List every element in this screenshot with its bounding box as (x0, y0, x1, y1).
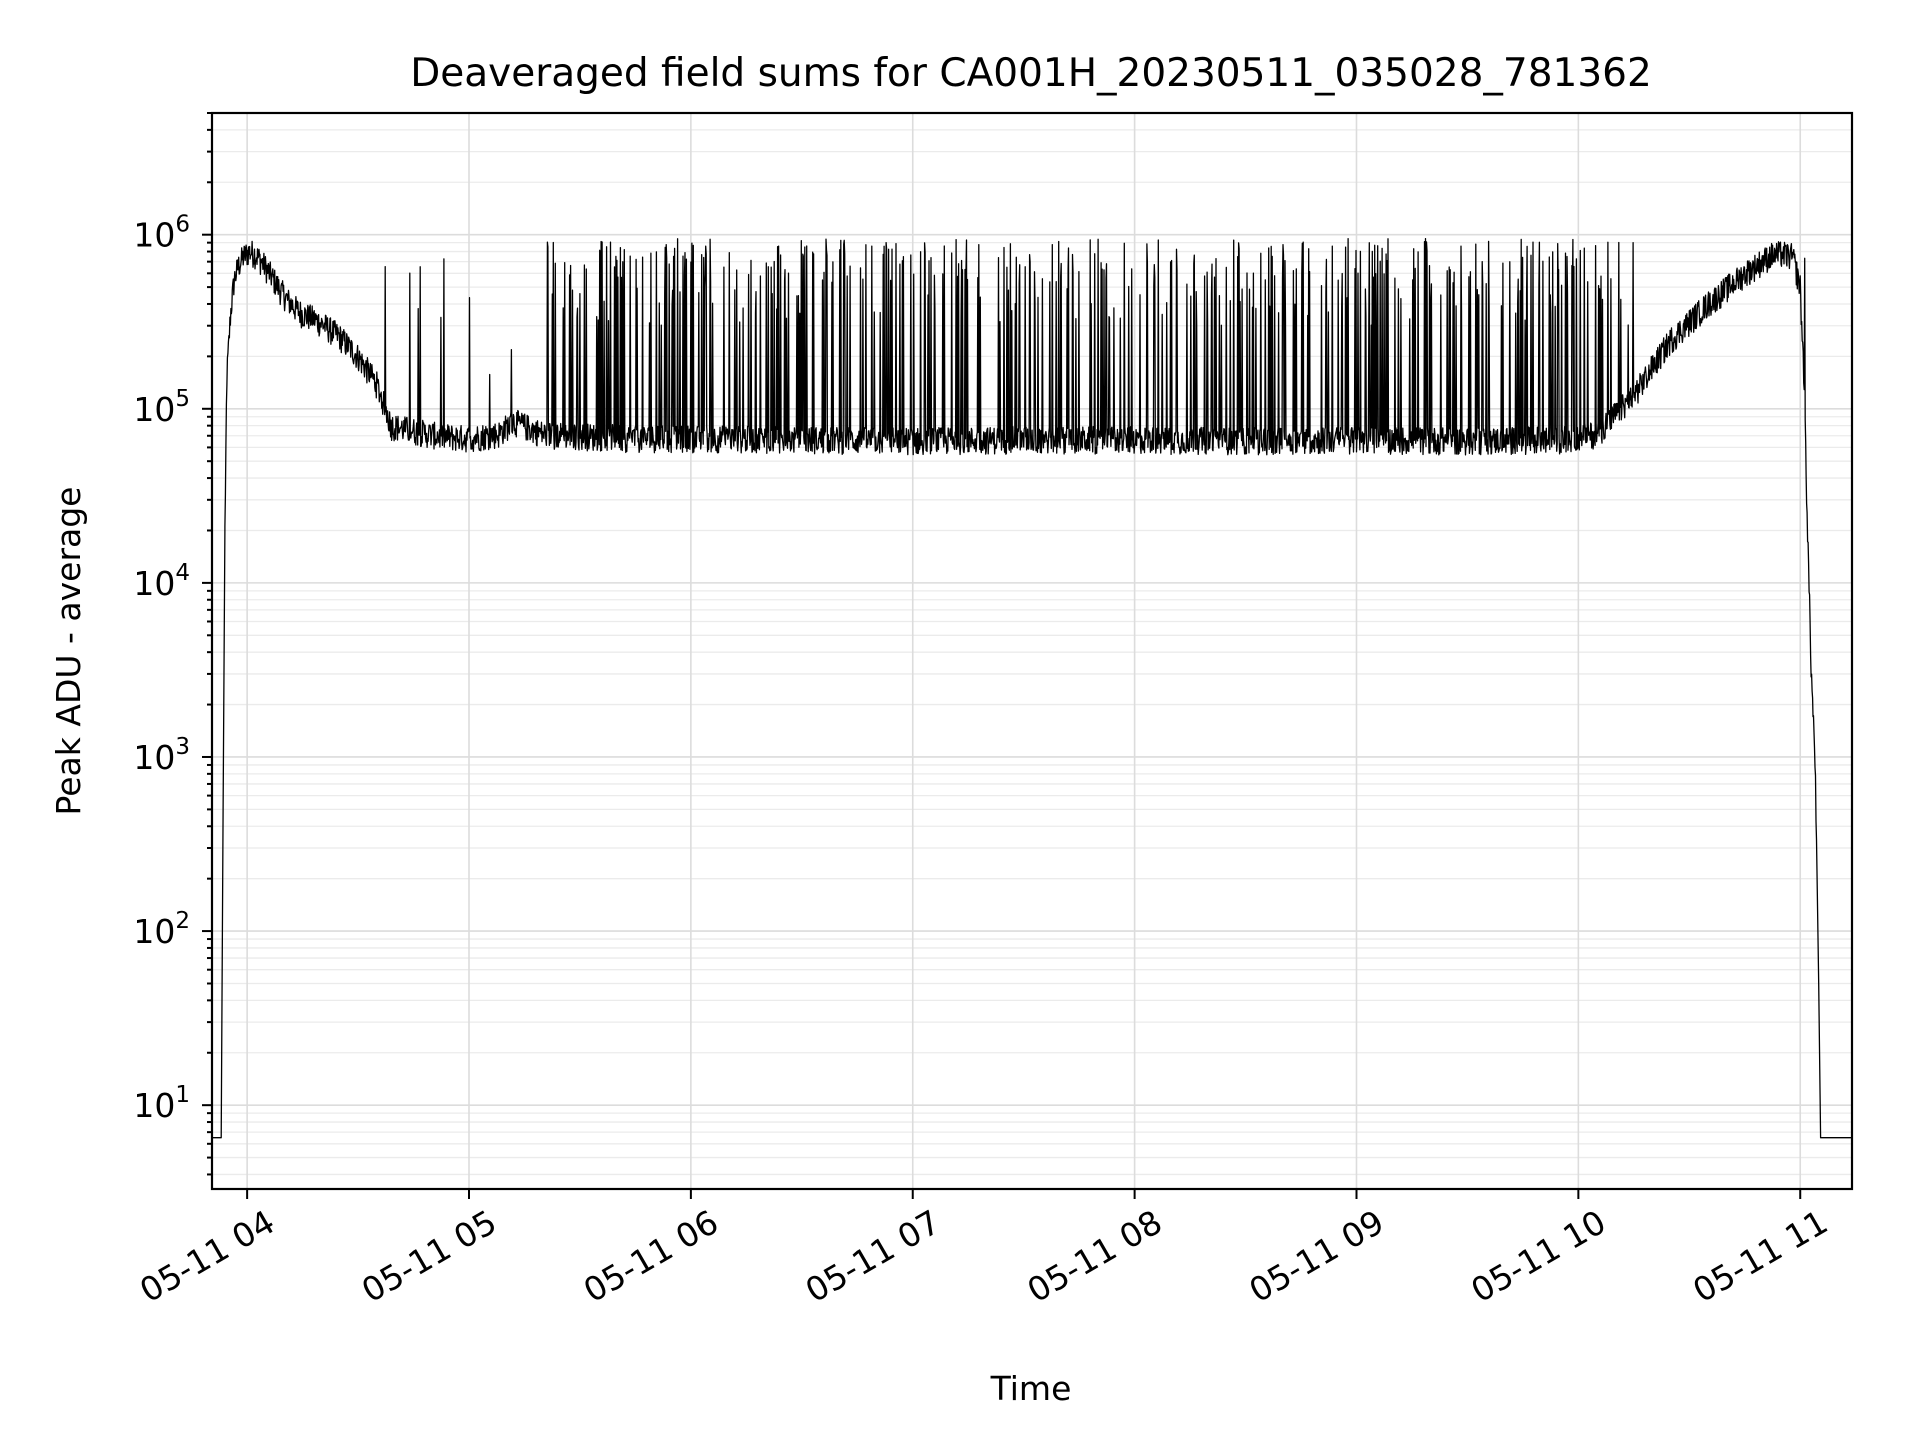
y-tick-exponent: 1 (175, 1082, 190, 1108)
y-tick-label: 103 (133, 734, 190, 777)
y-tick-base: 10 (133, 564, 175, 603)
y-tick-base: 10 (133, 738, 175, 777)
y-tick-exponent: 5 (175, 386, 190, 412)
y-tick-label: 101 (133, 1082, 190, 1125)
y-tick-base: 10 (133, 390, 175, 429)
y-tick-base: 10 (133, 912, 175, 951)
y-tick-label: 102 (133, 908, 190, 951)
x-tick-label: 05-11 06 (577, 1202, 725, 1310)
x-axis-label: Time (990, 1369, 1072, 1408)
x-tick-label: 05-11 04 (133, 1202, 281, 1310)
x-tick-label: 05-11 08 (1021, 1202, 1169, 1310)
grid (212, 112, 1852, 1189)
x-tick-label: 05-11 10 (1464, 1202, 1612, 1310)
y-tick-base: 10 (133, 1086, 175, 1125)
plot-frame (210, 111, 1854, 1191)
y-tick-label: 104 (133, 560, 190, 603)
x-tick-label: 05-11 11 (1686, 1202, 1834, 1310)
series-line (212, 237, 1852, 1139)
y-axis-label: Peak ADU - average (49, 487, 88, 816)
y-tick-exponent: 2 (175, 908, 190, 934)
ticks (202, 112, 1802, 1199)
x-tick-label: 05-11 05 (355, 1202, 503, 1310)
chart-title: Deaveraged field sums for CA001H_2023051… (410, 51, 1652, 96)
y-tick-label: 105 (133, 386, 190, 429)
y-tick-label: 106 (133, 212, 190, 255)
y-tick-exponent: 4 (175, 560, 190, 586)
y-tick-exponent: 6 (175, 212, 190, 238)
x-tick-label: 05-11 09 (1242, 1202, 1390, 1310)
x-tick-label: 05-11 07 (799, 1202, 947, 1310)
x-tick-labels: 05-11 04 05-11 05 05-11 06 05-11 07 05-11 08… (133, 1202, 1834, 1310)
y-tick-exponent: 3 (175, 734, 190, 760)
y-tick-base: 10 (133, 216, 175, 255)
